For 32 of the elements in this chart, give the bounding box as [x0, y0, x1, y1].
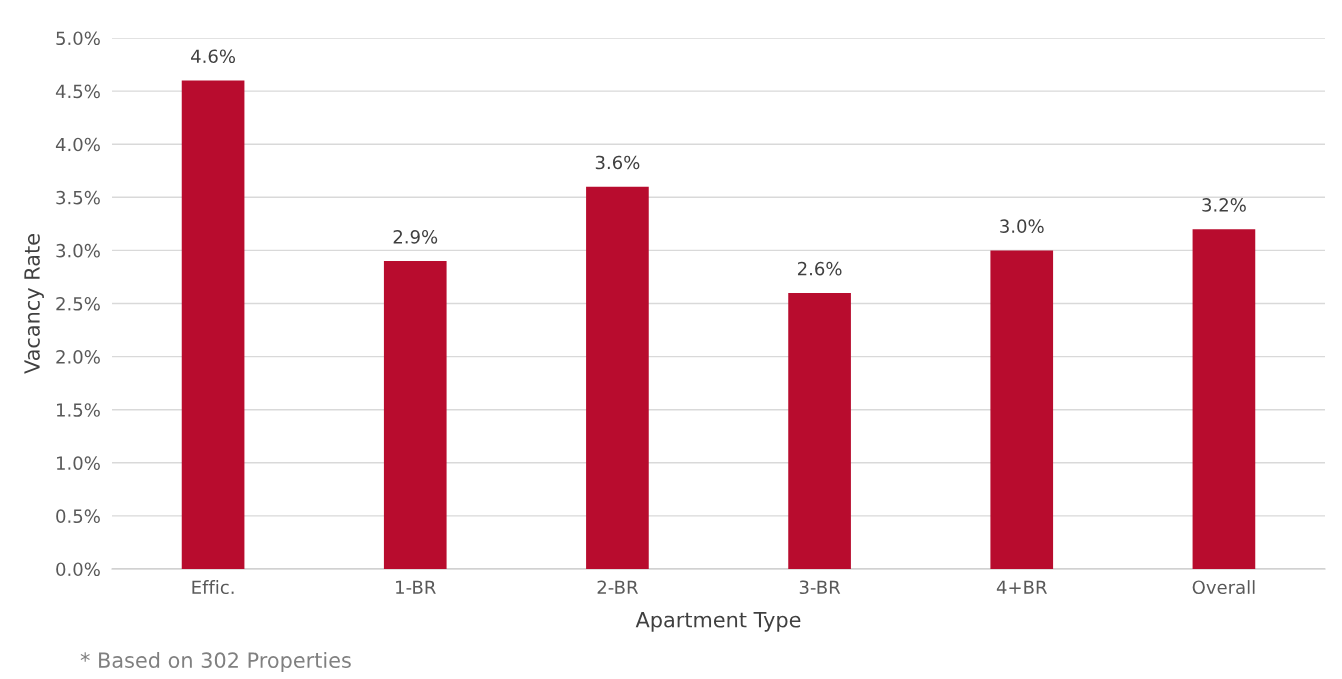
y-tick-label: 2.0% — [56, 350, 100, 364]
data-label: 2.9% — [393, 229, 438, 244]
y-tick-label: 4.5% — [55, 84, 100, 99]
x-tick-label: Effic. — [192, 580, 234, 595]
y-tick-label: 3.0% — [56, 243, 100, 258]
x-tick-label: Overall — [1192, 580, 1255, 595]
x-tick-label: 1-BR — [396, 580, 436, 594]
bar — [383, 261, 447, 569]
bar — [990, 250, 1054, 569]
bar — [788, 292, 851, 569]
x-tick-label: 3-BR — [799, 580, 841, 595]
y-tick-label: 5.0% — [56, 31, 100, 46]
x-axis-title: Apartment Type — [635, 612, 801, 632]
text: * Based on 302 Properties — [80, 651, 351, 673]
bar — [1192, 229, 1256, 569]
y-tick-label: 0.5% — [56, 509, 100, 524]
y-tick-label: 1.5% — [57, 403, 100, 417]
y-tick-label: 3.5% — [56, 190, 100, 205]
y-tick-label: 0.0% — [56, 562, 100, 577]
y-tick-label: 1.0% — [57, 456, 100, 470]
x-tick-label: 4+BR — [996, 580, 1047, 594]
y-tick-label: 2.5% — [56, 296, 100, 311]
bar — [586, 186, 649, 569]
data-label: 4.6% — [191, 49, 236, 64]
data-label: 3.6% — [595, 155, 640, 170]
y-axis-title: Vacancy Rate — [24, 234, 44, 374]
x-tick-label: 2-BR — [597, 580, 639, 594]
y-tick-label: 4.0% — [55, 137, 100, 152]
bar — [181, 80, 245, 569]
data-label: 2.6% — [797, 261, 842, 276]
data-label: 3.2% — [1202, 198, 1246, 212]
data-label: 3.0% — [1000, 219, 1044, 234]
